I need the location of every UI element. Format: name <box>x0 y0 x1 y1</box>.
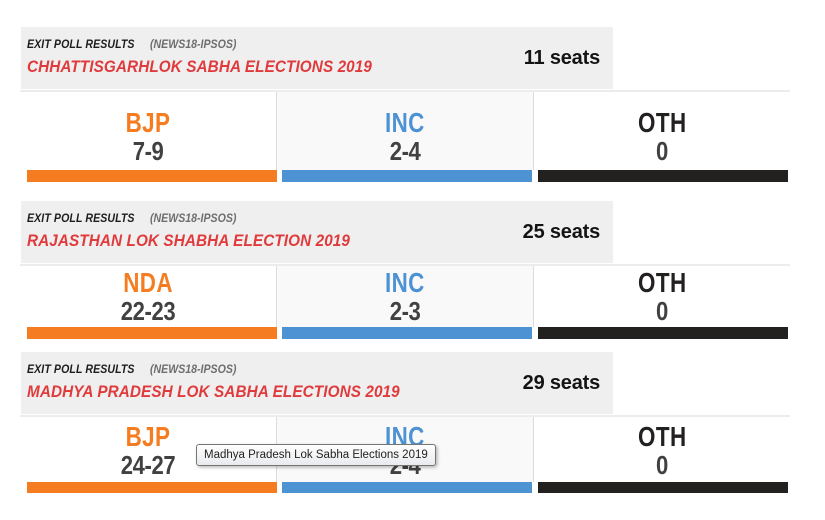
party-seat-range: 0 <box>656 450 668 480</box>
results-row: BJP 7-9 INC 2-4 OTH 0 <box>20 90 790 182</box>
party-name: INC <box>385 107 425 138</box>
oth-bar[interactable] <box>538 170 788 182</box>
hover-tooltip: Madhya Pradesh Lok Sabha Elections 2019 <box>196 444 436 466</box>
section-title: MADHYA PRADESH LOK SABHA ELECTIONS 2019 <box>27 382 400 401</box>
party-column-oth: OTH 0 <box>534 417 790 482</box>
section-header: EXIT POLL RESULTS (NEWS18-IPSOS) RAJASTH… <box>21 201 613 263</box>
party-name: OTH <box>637 267 687 298</box>
oth-bar[interactable] <box>538 482 788 493</box>
party-name: OTH <box>637 107 687 138</box>
party-column-bjp: BJP 7-9 <box>20 92 276 170</box>
results-row: NDA 22-23 INC 2-3 OTH 0 <box>20 264 790 339</box>
inc-bar[interactable] <box>282 170 532 182</box>
total-seats: 25 seats <box>522 220 601 243</box>
total-seats: 11 seats <box>523 46 600 69</box>
total-seats: 29 seats <box>522 371 601 394</box>
party-columns: BJP 7-9 INC 2-4 OTH 0 <box>20 92 790 170</box>
party-seat-range: 0 <box>656 296 668 326</box>
bjp-bar[interactable] <box>27 170 277 182</box>
oth-bar[interactable] <box>538 327 788 339</box>
seat-bars <box>20 327 790 339</box>
kicker-label: EXIT POLL RESULTS <box>27 364 135 376</box>
party-column-oth: OTH 0 <box>534 92 790 170</box>
party-seat-range: 0 <box>656 136 668 166</box>
nda-bar[interactable] <box>27 327 277 339</box>
source-label: (NEWS18-IPSOS) <box>150 213 237 225</box>
header-text: EXIT POLL RESULTS (NEWS18-IPSOS) MADHYA … <box>27 360 441 402</box>
section-header: EXIT POLL RESULTS (NEWS18-IPSOS) MADHYA … <box>21 352 613 414</box>
seat-bars <box>20 170 790 182</box>
source-label: (NEWS18-IPSOS) <box>150 364 237 376</box>
inc-bar[interactable] <box>282 327 532 339</box>
kicker-label: EXIT POLL RESULTS <box>27 213 135 225</box>
header-text: EXIT POLL RESULTS (NEWS18-IPSOS) CHHATTI… <box>27 35 410 77</box>
seat-bars <box>20 482 790 493</box>
party-seat-range: 2-3 <box>389 296 421 326</box>
party-name: OTH <box>637 421 687 452</box>
party-seat-range: 22-23 <box>120 296 176 326</box>
section-header: EXIT POLL RESULTS (NEWS18-IPSOS) CHHATTI… <box>21 27 613 89</box>
party-name: NDA <box>123 267 173 298</box>
party-column-bjp: BJP 24-27 <box>20 417 276 482</box>
party-columns: NDA 22-23 INC 2-3 OTH 0 <box>20 266 790 327</box>
inc-bar[interactable] <box>282 482 532 493</box>
section-title: RAJASTHAN LOK SHABHA ELECTION 2019 <box>27 231 350 250</box>
party-seat-range: 7-9 <box>132 136 164 166</box>
party-column-inc: INC 2-3 <box>276 266 534 327</box>
party-name: INC <box>385 267 425 298</box>
party-name: BJP <box>125 107 171 138</box>
kicker-label: EXIT POLL RESULTS <box>27 39 135 51</box>
bjp-bar[interactable] <box>27 482 277 493</box>
header-text: EXIT POLL RESULTS (NEWS18-IPSOS) RAJASTH… <box>27 209 386 251</box>
party-seat-range: 2-4 <box>389 136 421 166</box>
party-column-nda: NDA 22-23 <box>20 266 276 327</box>
source-label: (NEWS18-IPSOS) <box>150 39 237 51</box>
party-column-inc: INC 2-4 <box>276 92 534 170</box>
party-name: BJP <box>125 421 171 452</box>
party-column-oth: OTH 0 <box>534 266 790 327</box>
party-seat-range: 24-27 <box>120 450 176 480</box>
section-title: CHHATTISGARHLOK SABHA ELECTIONS 2019 <box>27 57 372 76</box>
